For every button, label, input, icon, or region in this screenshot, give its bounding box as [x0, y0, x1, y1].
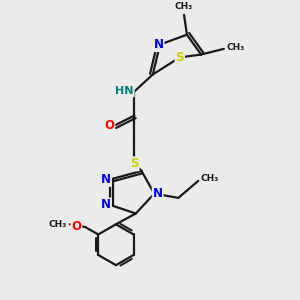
Text: O: O	[104, 119, 114, 132]
Text: CH₃: CH₃	[226, 43, 244, 52]
Text: O: O	[71, 220, 81, 233]
Text: HN: HN	[115, 86, 134, 96]
Text: N: N	[101, 173, 111, 186]
Text: N: N	[153, 187, 163, 200]
Text: N: N	[154, 38, 164, 51]
Text: CH₃: CH₃	[49, 220, 67, 229]
Text: CH₃: CH₃	[175, 2, 193, 11]
Text: S: S	[130, 157, 139, 170]
Text: S: S	[176, 51, 184, 64]
Text: CH₃: CH₃	[200, 174, 219, 183]
Text: N: N	[101, 199, 111, 212]
